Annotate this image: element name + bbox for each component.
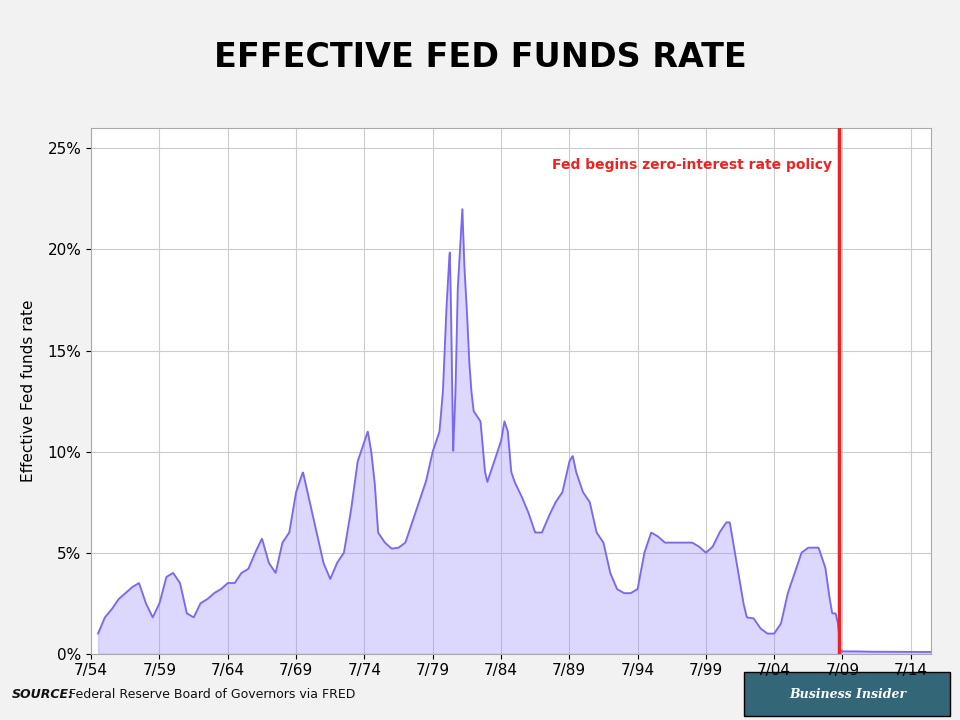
Text: Business Insider: Business Insider: [789, 688, 906, 701]
Text: Federal Reserve Board of Governors via FRED: Federal Reserve Board of Governors via F…: [65, 688, 355, 701]
Text: EFFECTIVE FED FUNDS RATE: EFFECTIVE FED FUNDS RATE: [214, 41, 746, 74]
Text: Fed begins zero-interest rate policy: Fed begins zero-interest rate policy: [552, 158, 832, 173]
Y-axis label: Effective Fed funds rate: Effective Fed funds rate: [21, 300, 36, 482]
FancyBboxPatch shape: [744, 672, 950, 716]
Text: SOURCE:: SOURCE:: [12, 688, 74, 701]
